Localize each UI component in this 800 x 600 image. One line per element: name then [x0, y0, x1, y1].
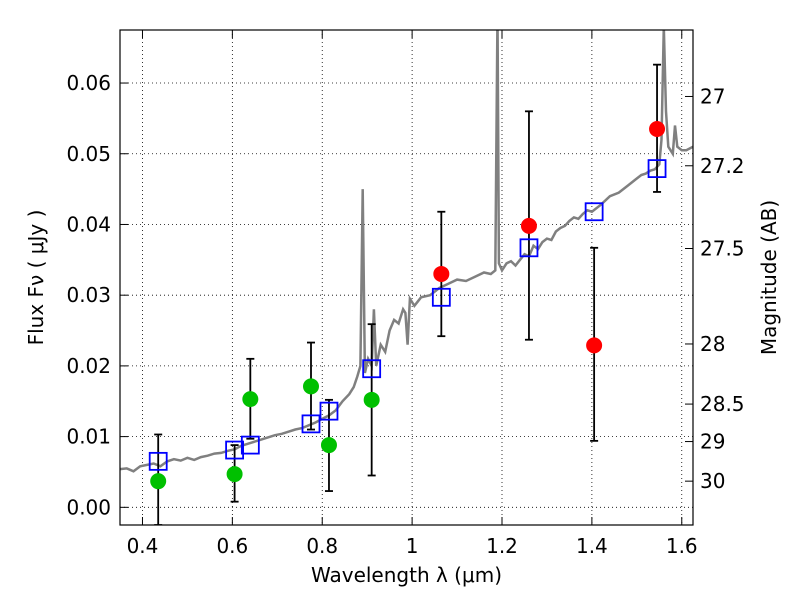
y-tick-label: 0.06: [66, 71, 111, 95]
model-flux-square: [362, 359, 382, 379]
y-axis-label-right: Magnitude (AB): [757, 200, 781, 355]
red-detection-point: [520, 217, 537, 234]
model-flux-square: [647, 159, 667, 179]
model-flux-square: [319, 401, 339, 421]
sed-curve-layer: [120, 30, 693, 473]
x-tick-label: 0.6: [216, 534, 248, 558]
red-detection-point: [586, 337, 603, 354]
x-tick-label: 1.6: [666, 534, 698, 558]
y-tick-label: 0.01: [66, 425, 111, 449]
right-tick-label: 27.5: [700, 237, 745, 261]
x-axis-label: Wavelength λ (μm): [311, 563, 502, 587]
error-bars-layer: [154, 63, 662, 525]
model-flux-square: [431, 287, 451, 307]
right-tick-label: 28.5: [700, 392, 745, 416]
model-flux-square: [148, 451, 168, 471]
y-tick-label: 0.00: [66, 495, 111, 519]
right-tick-label: 30: [700, 469, 725, 493]
right-tick-label: 28: [700, 332, 725, 356]
markers-layer: [148, 121, 667, 490]
red-detection-point: [433, 265, 450, 282]
x-tick-label: 0.8: [306, 534, 338, 558]
green-photometry-point: [226, 466, 243, 483]
green-photometry-point: [320, 437, 337, 454]
right-tick-label: 29: [700, 430, 725, 454]
x-tick-label: 1: [406, 534, 419, 558]
plot-frame: [119, 29, 694, 526]
x-tick-label: 1.4: [576, 534, 608, 558]
model-flux-square: [584, 202, 604, 222]
green-photometry-point: [150, 473, 167, 490]
x-tick-label: 0.4: [127, 534, 159, 558]
y-tick-label: 0.04: [66, 212, 111, 236]
model-flux-square: [240, 435, 260, 455]
y-tick-label: 0.02: [66, 354, 111, 378]
sed-model-line: [120, 30, 693, 473]
x-tick-label: 1.2: [486, 534, 518, 558]
y-tick-label: 0.05: [66, 142, 111, 166]
green-photometry-point: [242, 391, 259, 408]
right-tick-label: 27.2: [700, 154, 745, 178]
model-flux-square: [519, 238, 539, 258]
ticks-layer: 0.4 0.6 0.8 1 1.2 1.4 1.6 0.00 0.01 0.02 0.03 0.04 0…: [66, 30, 745, 558]
model-flux-square: [301, 414, 321, 434]
right-tick-label: 27: [700, 84, 725, 108]
green-photometry-point: [303, 378, 319, 395]
grid-lines: [120, 30, 693, 525]
y-axis-label-left: Flux Fν ( μJy ): [24, 210, 48, 346]
green-photometry-point: [363, 391, 380, 408]
model-flux-square: [225, 440, 245, 460]
red-detection-point: [649, 121, 666, 137]
y-tick-label: 0.03: [66, 283, 111, 307]
